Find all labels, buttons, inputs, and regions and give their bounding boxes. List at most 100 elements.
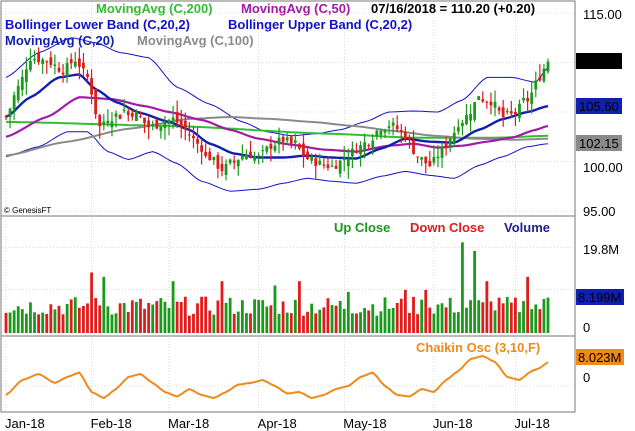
price-bar [77, 47, 81, 80]
price-bar [452, 126, 456, 147]
volume-bar [151, 304, 155, 333]
volume-bar [448, 297, 452, 333]
volume-bar [334, 305, 338, 333]
volume-bar [216, 300, 220, 333]
bollinger-bands [5, 37, 549, 192]
price-bar [461, 119, 464, 136]
volume-bar [289, 313, 293, 333]
price-bar [513, 107, 517, 127]
price-bar [281, 135, 285, 151]
volume-bar [45, 313, 49, 333]
svg-text:105.60: 105.60 [579, 99, 619, 114]
price-tick-95: 95.00 [583, 204, 616, 219]
volume-bar [90, 272, 93, 333]
price-bar [395, 115, 399, 133]
volume-bar [383, 297, 387, 333]
price-bar [428, 151, 432, 168]
volume-bar [493, 310, 497, 333]
volume-bar [461, 242, 464, 333]
chaikin-tick-0: 0 [583, 370, 590, 385]
price-bar [73, 52, 77, 69]
volume-bar [220, 281, 224, 333]
price-bar [546, 58, 550, 74]
price-bar [424, 156, 428, 174]
volume-tick-0: 0 [583, 320, 590, 335]
volume-bar [489, 301, 493, 333]
x-label-may: May-18 [343, 416, 386, 431]
volume-bar [236, 311, 240, 333]
price-bar [8, 107, 12, 129]
price-bars [4, 47, 550, 181]
volume-bar [192, 313, 195, 333]
x-label-jul: Jul-18 [514, 416, 549, 431]
price-bar [232, 155, 236, 170]
price-bar [220, 156, 224, 177]
volume-bar [302, 315, 305, 333]
price-bar [420, 156, 424, 166]
bollinger-lower-band [5, 131, 549, 192]
price-bar [16, 79, 20, 104]
volume-bar [522, 301, 525, 333]
volume-bar [346, 291, 350, 333]
volume-bar [546, 297, 550, 333]
price-bar [61, 63, 65, 83]
volume-bar [135, 301, 138, 333]
price-bar [245, 149, 248, 160]
volume-bar [253, 299, 256, 333]
price-bar [509, 100, 513, 118]
volume-bar [509, 302, 513, 333]
volume-bar [436, 304, 440, 333]
badge-chaikin: 8.023M [576, 349, 624, 365]
x-label-apr: Apr-18 [258, 416, 297, 431]
volume-bar [408, 312, 411, 333]
volume-bar [126, 311, 130, 333]
volume-bar [501, 303, 505, 333]
chaikin-line [5, 355, 549, 399]
price-bar [469, 104, 472, 132]
price-bar [114, 110, 118, 128]
price-bar [53, 54, 57, 75]
volume-bar [187, 315, 191, 333]
price-bar [310, 153, 314, 164]
volume-bar [114, 313, 118, 333]
volume-bar [33, 312, 36, 333]
volume-bar [228, 297, 232, 333]
price-bar [408, 134, 411, 149]
price-bar [4, 114, 8, 121]
price-bar [371, 134, 375, 155]
volume-bar [73, 297, 77, 333]
volume-bar [452, 312, 456, 333]
price-bar [269, 136, 273, 162]
price-bar [522, 88, 525, 104]
volume-bar [505, 296, 509, 333]
price-bar [212, 156, 216, 166]
volume-bar [318, 309, 322, 333]
price-bar [355, 143, 358, 154]
price-bar [179, 109, 183, 139]
volume-bar [232, 313, 236, 333]
price-bar [139, 111, 142, 119]
x-label-jan: Jan-18 [5, 416, 45, 431]
price-bar [538, 64, 542, 82]
price-bar [196, 127, 199, 153]
volume-bar [456, 312, 460, 333]
price-bar [346, 148, 350, 179]
volume-bar [330, 304, 334, 333]
volume-tick-19-8m: 19.8M [583, 242, 619, 257]
volume-bar [61, 314, 65, 333]
volume-bar [403, 289, 407, 333]
price-bar [363, 133, 367, 159]
volume-bar [171, 281, 175, 333]
volume-bar [163, 301, 167, 333]
price-bar [200, 139, 204, 165]
volume-bar [118, 303, 122, 333]
volume-bar [245, 313, 248, 333]
grid-lines [2, 2, 574, 411]
price-bar [163, 116, 167, 140]
badge-ma100: 102.15 [576, 135, 622, 151]
price-bar [171, 105, 175, 129]
volume-bar [196, 303, 199, 333]
svg-text:8.023M: 8.023M [578, 350, 621, 365]
price-bar [302, 133, 305, 168]
